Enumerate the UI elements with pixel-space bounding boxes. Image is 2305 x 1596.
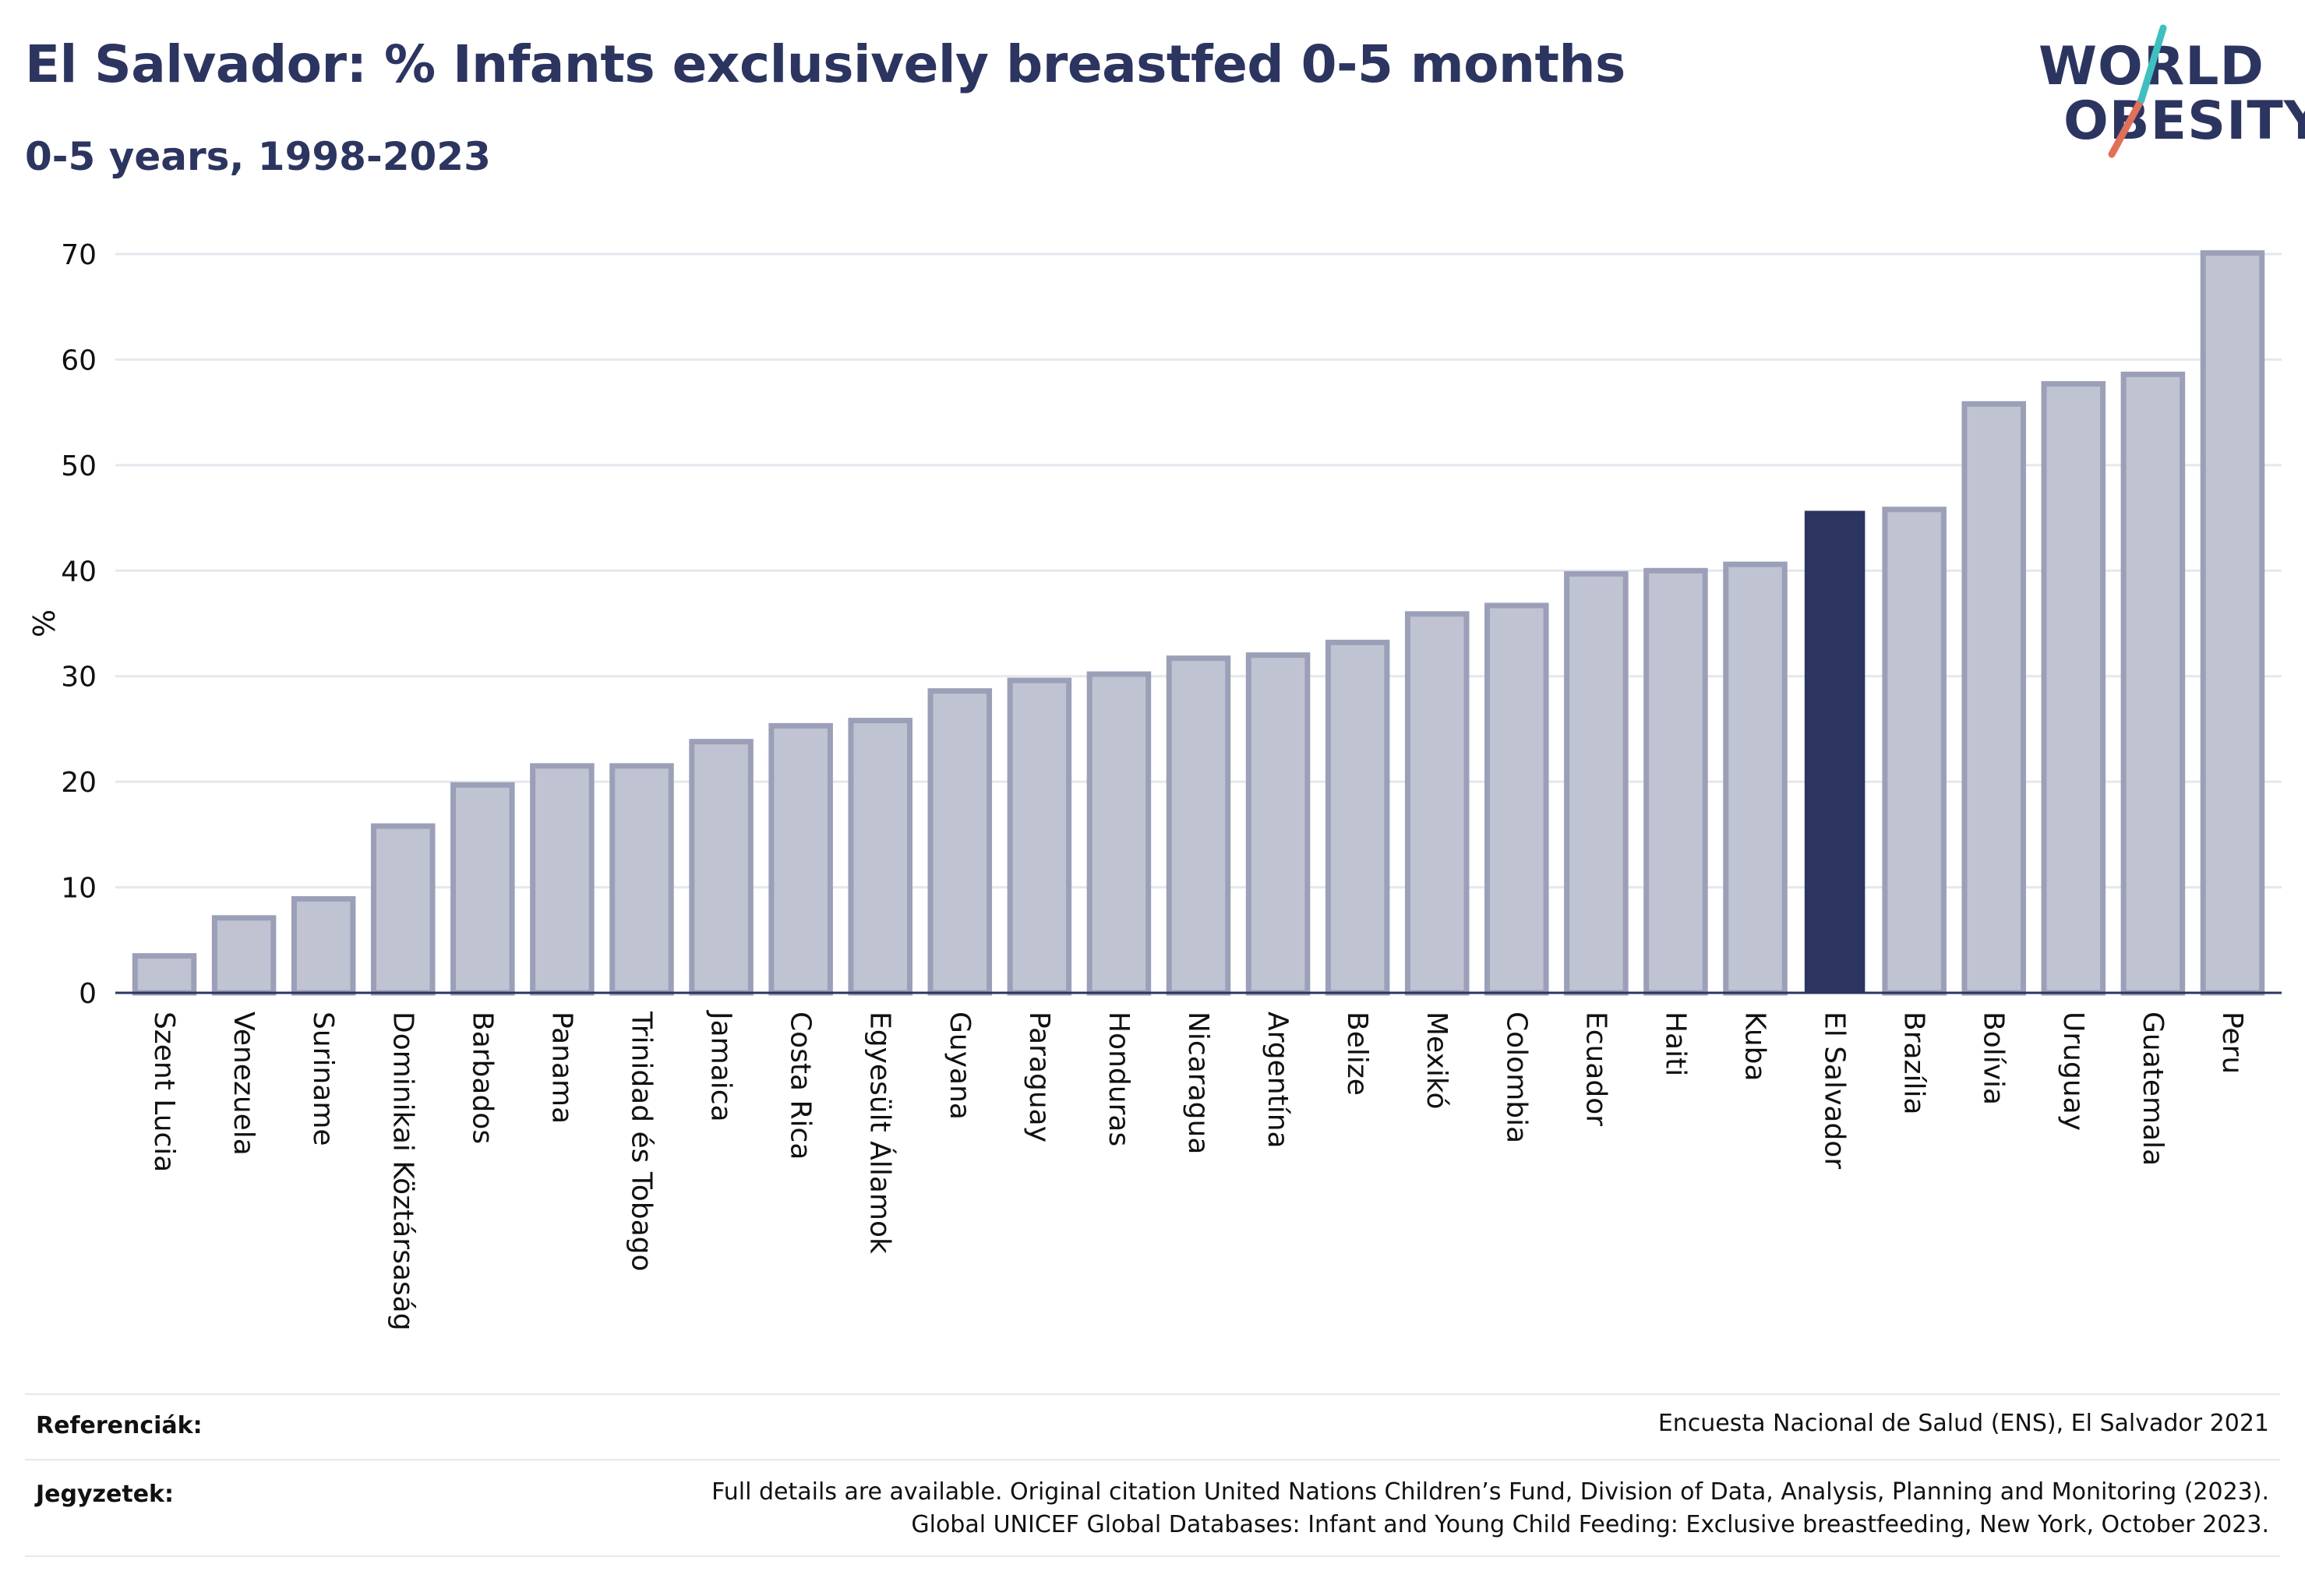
y-tick-label: 60 [61,344,97,376]
x-tick-label: Dominikai Köztársaság [387,1012,418,1331]
bar-suriname [291,895,356,996]
x-tick-label: Peru [2216,1012,2248,1074]
x-tick-label: Haiti [1659,1012,1691,1076]
logo-line-2: OBESITY [2063,90,2305,152]
x-tick-label: Mexikó [1421,1012,1453,1109]
x-tick-label: Barbados [466,1012,498,1144]
x-tick-label: Trinidad és Tobago [625,1011,657,1272]
y-tick-label: 30 [61,662,97,694]
footer-divider-middle [25,1459,2280,1460]
footer-divider-top [25,1393,2280,1395]
bar-uruguay [2041,381,2106,996]
x-tick-label: Kuba [1739,1012,1771,1082]
x-tick-label: Brazília [1898,1012,1930,1115]
bar-belize [1325,639,1390,996]
bar-argentína [1245,652,1311,996]
bar-colombia [1484,602,1549,996]
bar-costa-rica [768,722,833,996]
footer-divider-bottom [25,1555,2280,1557]
y-tick-label: 70 [61,239,97,271]
chart-title: El Salvador: % Infants exclusively breas… [25,34,1626,94]
references-label: Referenciák: [36,1412,203,1439]
notes-label: Jegyzetek: [36,1481,174,1508]
x-tick-label: Paraguay [1023,1012,1055,1142]
x-tick-label: Jamaica [705,1010,737,1122]
x-tick-label: Uruguay [2057,1012,2089,1131]
bar-el-salvador [1804,510,1866,994]
bar-honduras [1086,671,1152,996]
x-tick-label: Honduras [1103,1012,1135,1146]
bar-brazília [1882,507,1947,996]
bar-kuba [1723,561,1788,996]
x-tick-label: Egyesült Államok [864,1012,897,1254]
x-tick-label: Belize [1341,1012,1373,1096]
x-tick-label: Guyana [944,1012,976,1120]
x-tick-label: Panama [545,1012,577,1124]
y-tick-label: 50 [61,450,97,482]
y-tick-label: 20 [61,767,97,799]
y-tick-label: 40 [61,556,97,588]
bar-mexikó [1404,611,1470,996]
bar-guyana [927,688,993,996]
notes-line-2: Global UNICEF Global Databases: Infant a… [911,1511,2269,1538]
world-obesity-logo: WORLD OBESITY [2026,23,2305,171]
bar-egyesült-államok [848,718,912,996]
footer-notes: Jegyzetek: Full details are available. O… [25,1460,2280,1554]
bar-haiti [1643,567,1708,996]
y-tick-label: 10 [61,873,97,905]
x-tick-label: Bolívia [1978,1012,2010,1105]
bar-paraguay [1007,677,1072,996]
bar-dominikai-köztársaság [370,823,436,996]
bar-trinidad-és-tobago [609,763,674,996]
x-tick-label: Ecuador [1580,1012,1611,1126]
bar-barbados [450,782,515,996]
notes-line-1: Full details are available. Original cit… [711,1478,2269,1506]
x-tick-label: Venezuela [228,1012,259,1156]
footer-references: Referenciák: Encuesta Nacional de Salud … [25,1395,2280,1457]
x-tick-label: Guatemala [2137,1012,2169,1166]
x-tick-label: Argentína [1262,1012,1294,1149]
bar-ecuador [1564,570,1629,996]
x-tick-label: El Salvador [1819,1012,1851,1169]
chart-subtitle: 0-5 years, 1998-2023 [25,134,491,179]
bar-guatemala [2120,371,2186,996]
bar-bolívia [1961,401,2027,996]
x-tick-label: Nicaragua [1182,1012,1214,1154]
logo-slash-icon [2108,24,2167,158]
y-tick-label: 0 [79,978,97,1010]
bar-peru [2200,250,2265,996]
x-tick-label: Costa Rica [785,1012,817,1160]
references-text: Encuesta Nacional de Salud (ENS), El Sal… [1657,1410,2269,1437]
x-tick-label: Suriname [307,1012,339,1146]
bar-nicaragua [1166,655,1231,996]
x-tick-label: Szent Lucia [148,1012,180,1172]
bar-venezuela [211,915,277,996]
bar-szent-lucia [132,953,197,996]
bar-chart: 0 10 20 30 40 50 60 70% Szent Lucia Venezuela Suri… [27,239,2282,1331]
y-axis-label: % [27,609,62,637]
bar-jamaica [689,739,754,996]
x-tick-label: Colombia [1500,1012,1532,1143]
bar-panama [530,763,595,996]
